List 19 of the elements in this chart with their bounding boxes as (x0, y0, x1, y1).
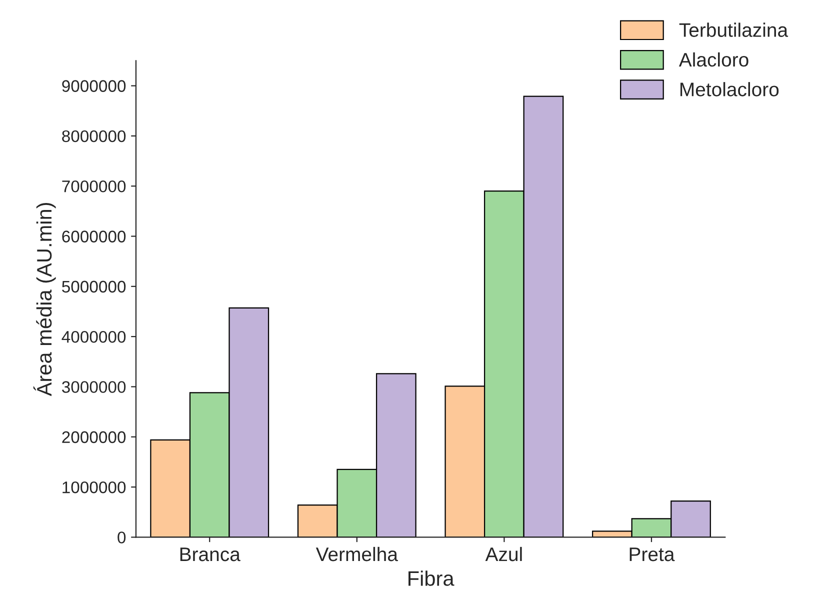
y-tick-label: 5000000 (62, 280, 126, 293)
x-tick-label: Azul (485, 546, 522, 562)
y-tick-label: 2000000 (62, 431, 126, 444)
x-tick-label: Branca (180, 548, 240, 562)
y-axis-title: Área média (AU.min) (33, 202, 56, 396)
y-tick-label: 1000000 (62, 481, 126, 494)
y-tick-label: 9000000 (62, 80, 126, 92)
y-tick-label: 7000000 (62, 180, 126, 192)
y-tick-label: 8000000 (62, 130, 126, 142)
x-axis-title: Fibra (408, 570, 454, 586)
legend-label: Metolacloro (680, 82, 779, 96)
y-tick-label: 6000000 (62, 230, 126, 242)
x-tick-label: Preta (630, 548, 675, 562)
legend-label: Terbutilazina (679, 22, 788, 37)
y-tick-label: 0 (118, 532, 126, 544)
y-tick-label: 3000000 (62, 381, 126, 393)
y-tick-label: 4000000 (62, 330, 126, 343)
x-tick-label: Vermelha (316, 546, 398, 562)
legend-label: Alacloro (678, 52, 748, 67)
